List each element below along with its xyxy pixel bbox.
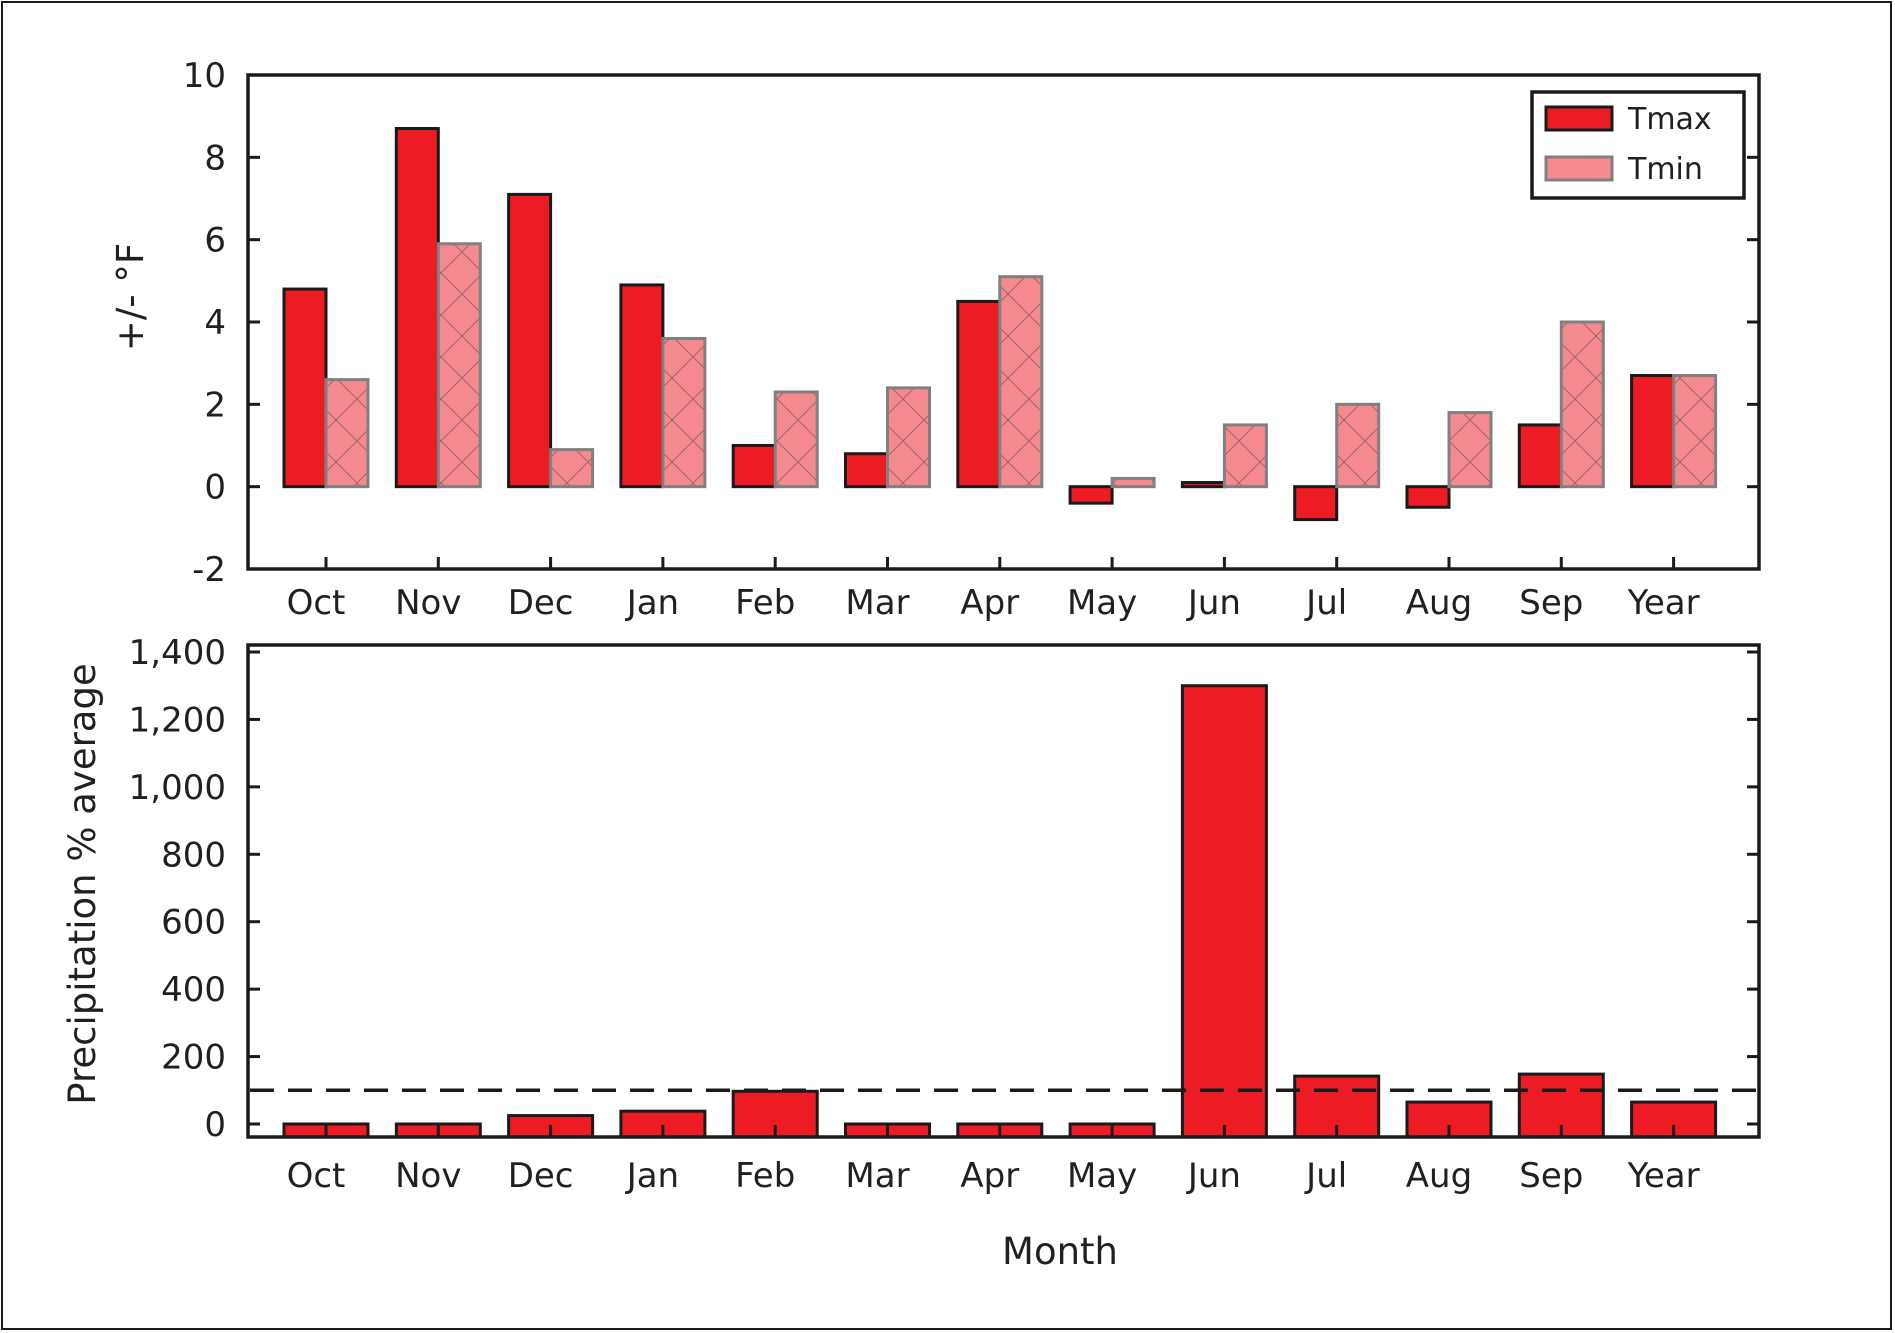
tmin-bar-hatch-year xyxy=(1672,374,1718,489)
bottom-x-axis-title: Month xyxy=(1002,1230,1118,1273)
tmin-bar-hatch-jan xyxy=(661,336,707,489)
top-x-tick-label-nov: Nov xyxy=(395,583,461,623)
top-y-tick-label: 2 xyxy=(204,385,226,425)
bottom-y-tick-label: 200 xyxy=(161,1038,226,1078)
tmax-bar-nov xyxy=(394,127,440,489)
top-x-tick-label-aug: Aug xyxy=(1406,583,1472,623)
tmax-bar-jul xyxy=(1293,485,1339,522)
top-y-axis-title: +/- °F xyxy=(109,243,152,351)
precip-bar-aug xyxy=(1405,1100,1493,1139)
bottom-x-tick-label-feb: Feb xyxy=(735,1156,795,1196)
bottom-y-tick-label: 1,000 xyxy=(129,768,226,808)
top-x-tick-label-jun: Jun xyxy=(1186,583,1241,623)
tmax-bar-mar xyxy=(844,452,889,489)
legend-label-tmax: Tmax xyxy=(1627,102,1712,137)
tmax-bar-feb xyxy=(731,444,777,489)
bottom-x-tick-label-aug: Aug xyxy=(1406,1156,1472,1196)
bottom-y-tick-label: 1,400 xyxy=(129,633,226,673)
bottom-x-tick-label-jun: Jun xyxy=(1186,1156,1241,1196)
top-x-tick-label-jul: Jul xyxy=(1304,583,1347,623)
tmax-bar-aug xyxy=(1405,485,1451,509)
tmax-bar-jun xyxy=(1180,481,1226,489)
precip-bar-jul xyxy=(1293,1074,1381,1139)
top-x-tick-label-mar: Mar xyxy=(845,583,909,623)
tmin-bar-hatch-jul xyxy=(1335,402,1381,489)
tmax-bar-year xyxy=(1630,374,1676,489)
top-y-tick-label: 4 xyxy=(204,303,226,343)
tmin-bar-hatch-sep xyxy=(1559,320,1605,489)
tmin-bar-hatch-mar xyxy=(886,386,931,489)
bottom-y-tick-label: 800 xyxy=(161,835,226,875)
bottom-x-tick-label-sep: Sep xyxy=(1519,1156,1583,1196)
top-x-tick-label-dec: Dec xyxy=(508,583,574,623)
bottom-y-tick-label: 400 xyxy=(161,970,226,1010)
bottom-y-tick-label: 0 xyxy=(204,1105,226,1145)
top-x-tick-label-jan: Jan xyxy=(625,583,679,623)
tmax-bar-dec xyxy=(507,192,553,489)
top-x-tick-label-sep: Sep xyxy=(1519,583,1583,623)
legend: Tmax Tmin xyxy=(1530,90,1746,200)
tmin-bar-hatch-dec xyxy=(549,448,595,489)
bottom-y-axis-title: Precipitation % average xyxy=(61,663,104,1104)
legend-label-tmin: Tmin xyxy=(1627,152,1703,187)
top-y-tick-label: 6 xyxy=(204,221,226,261)
tmin-bar-hatch-feb xyxy=(773,390,819,489)
precipitation-chart: Precipitation % average 0 200 400 600 800 1,0… xyxy=(61,633,1761,1273)
bottom-x-tick-label-oct: Oct xyxy=(287,1156,346,1196)
top-y-tick-label: 10 xyxy=(183,56,226,96)
bottom-x-tick-label-mar: Mar xyxy=(845,1156,909,1196)
bottom-plot-frame xyxy=(246,643,1761,1139)
bottom-x-tick-label-apr: Apr xyxy=(960,1156,1019,1196)
top-y-tick-label: 8 xyxy=(204,138,226,178)
tmin-bar-hatch-nov xyxy=(436,242,482,489)
tmax-bar-apr xyxy=(956,299,1002,489)
tmin-bar-hatch-aug xyxy=(1447,411,1493,489)
tmin-bar-hatch-jun xyxy=(1222,423,1268,489)
top-x-tick-label-apr: Apr xyxy=(960,583,1019,623)
bottom-x-tick-label-jan: Jan xyxy=(625,1156,679,1196)
top-x-tick-label-oct: Oct xyxy=(287,583,346,623)
bottom-x-tick-label-year: Year xyxy=(1627,1156,1700,1196)
legend-swatch-tmax xyxy=(1544,105,1614,132)
top-x-tick-label-year: Year xyxy=(1627,583,1700,623)
bottom-x-tick-label-jul: Jul xyxy=(1304,1156,1347,1196)
legend-swatch-tmin xyxy=(1544,155,1614,182)
tmin-bar-hatch-oct xyxy=(324,378,370,489)
tmax-bar-jan xyxy=(619,283,665,489)
tmax-bar-may xyxy=(1068,485,1114,505)
top-y-tick-label: 0 xyxy=(204,468,226,508)
tmax-bar-sep xyxy=(1517,423,1563,489)
top-x-tick-label-may: May xyxy=(1067,583,1137,623)
temperature-anomaly-chart: +/- °F -2 0 2 4 6 8 10 Oct Nov Dec Jan Feb Mar Apr Ma… xyxy=(109,56,1761,623)
bottom-x-tick-label-dec: Dec xyxy=(508,1156,574,1196)
precip-bar-jun xyxy=(1180,684,1268,1139)
tmax-bar-oct xyxy=(282,287,328,489)
bottom-x-tick-label-may: May xyxy=(1067,1156,1137,1196)
bottom-x-tick-label-nov: Nov xyxy=(395,1156,461,1196)
bottom-y-tick-label: 1,200 xyxy=(129,700,226,740)
top-plot-frame xyxy=(246,73,1761,571)
bottom-y-tick-label: 600 xyxy=(161,903,226,943)
top-y-tick-label: -2 xyxy=(192,550,226,590)
tmin-bar-hatch-may xyxy=(1110,476,1156,489)
tmin-bar-hatch-apr xyxy=(998,275,1044,489)
top-x-tick-label-feb: Feb xyxy=(735,583,795,623)
